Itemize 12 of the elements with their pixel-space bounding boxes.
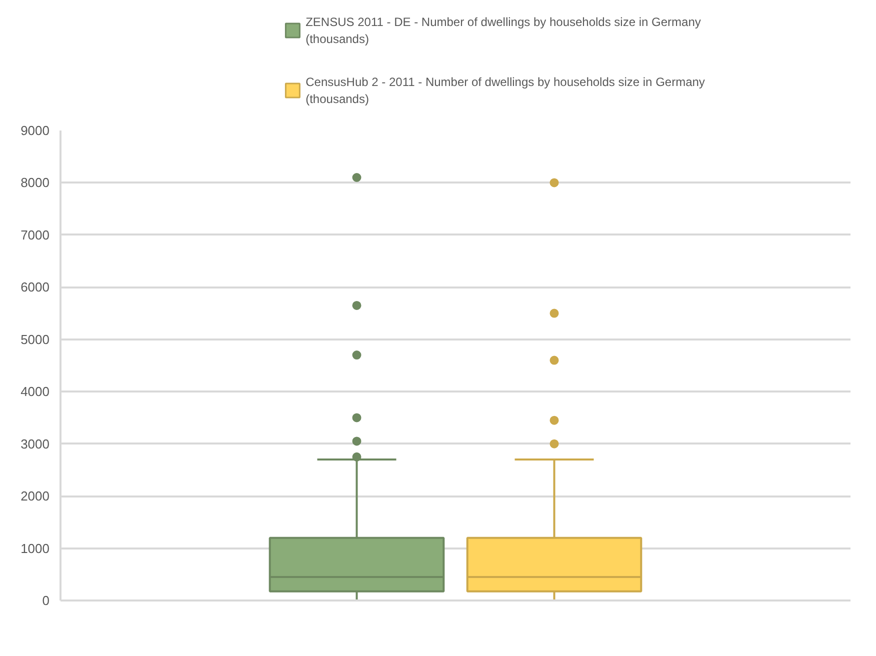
y-tick-label: 8000	[20, 175, 50, 190]
legend-label: CensusHub 2 - 2011 - Number of dwellings by households size in Germany (thousands)	[306, 75, 705, 106]
y-tick-label: 0	[42, 593, 50, 608]
legend-label: ZENSUS 2011 - DE - Number of dwellings by households size in Germany (thousands)	[306, 15, 701, 46]
y-tick-label: 4000	[20, 384, 50, 400]
y-tick-label: 2000	[20, 488, 50, 504]
y-tick-label: 7000	[20, 227, 50, 242]
y-tick-label: 6000	[20, 280, 50, 295]
y-tick-label: 9000	[20, 123, 50, 138]
y-tick-label: 1000	[20, 540, 50, 556]
y-tick-label: 5000	[20, 332, 50, 347]
y-tick-label: 3000	[20, 436, 50, 452]
